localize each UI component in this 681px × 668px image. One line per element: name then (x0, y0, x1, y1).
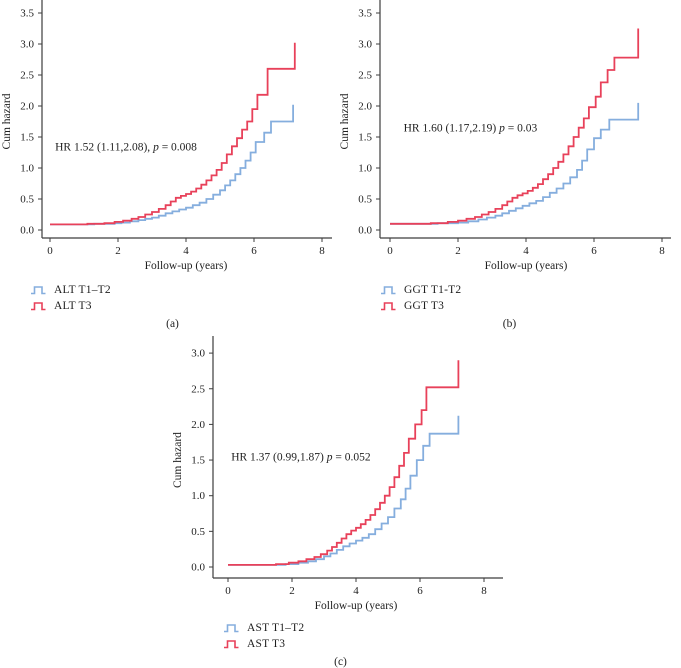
legend-item-t12: GGT T1-T2 (380, 282, 681, 297)
panel-a: 0.0 0.5 1.0 1.5 2.0 2.5 3.0 3.5 0 2 4 6 8 Follow-up (… (0, 0, 345, 333)
step-line-marker-icon (224, 623, 239, 632)
panel-b: 0.0 0.5 1.0 1.5 2.0 2.5 3.0 3.5 0 2 4 6 8 Follow-up (… (338, 0, 681, 333)
chart-a-legend: ALT T1–T2 ALT T3 (30, 282, 345, 313)
legend-item-t3: AST T3 (223, 636, 513, 651)
series-t3 (50, 42, 296, 226)
y-tick-label: 0.5 (20, 194, 34, 206)
y-tick-label: 3.0 (191, 348, 205, 360)
chart-a-figure: 0.0 0.5 1.0 1.5 2.0 2.5 3.0 3.5 0 2 4 6 8 Follow-up (… (1, 0, 332, 272)
y-tick-label: 0.5 (358, 194, 372, 206)
step-line-marker-icon (31, 301, 46, 310)
y-axis-title: Cum hazard (1, 93, 13, 149)
step-line-marker-icon (381, 301, 396, 310)
x-tick-label: 8 (659, 245, 665, 257)
series-t3 (390, 28, 640, 225)
x-tick-label: 2 (115, 245, 121, 257)
hr-annotation: HR 1.52 (1.11,2.08), p = 0.008 (55, 141, 197, 153)
x-tick-label: 4 (523, 245, 529, 257)
legend-label: GGT T1-T2 (404, 283, 462, 296)
x-tick-label: 0 (387, 245, 393, 257)
y-tick-label: 3.0 (20, 39, 34, 51)
y-tick-label: 1.0 (358, 163, 372, 175)
x-axis-title: Follow-up (years) (485, 260, 568, 272)
x-tick-label: 4 (183, 245, 189, 257)
y-tick-label: 1.5 (358, 132, 372, 144)
y-axis-title: Cum hazard (172, 432, 184, 488)
y-tick-label: 2.5 (358, 70, 372, 82)
y-tick-label: 0.0 (358, 225, 372, 237)
y-tick-label: 3.5 (358, 8, 372, 20)
y-tick-label: 3.5 (20, 8, 34, 20)
x-axis-title: Follow-up (years) (315, 600, 398, 612)
y-tick-label: 0.5 (191, 526, 205, 538)
x-tick-label: 6 (251, 245, 257, 257)
legend-label: ALT T1–T2 (54, 283, 111, 296)
chart-c-figure: 0.0 0.5 1.0 1.5 2.0 2.5 3.0 0 2 4 6 8 Follow-up (yea… (172, 336, 503, 612)
legend-label: AST T1–T2 (247, 621, 305, 634)
series-t12 (50, 104, 294, 226)
legend-item-t12: AST T1–T2 (223, 620, 513, 635)
y-tick-label: 0.0 (191, 562, 205, 574)
x-tick-label: 0 (225, 585, 231, 597)
hr-annotation: HR 1.60 (1.17,2.19) p = 0.03 (404, 123, 538, 135)
step-line-marker-icon (31, 285, 46, 294)
series-t3 (228, 360, 460, 566)
y-axis-title: Cum hazard (339, 93, 351, 149)
x-tick-label: 2 (455, 245, 461, 257)
y-tick-label: 2.0 (358, 101, 372, 113)
series-t12 (390, 102, 640, 225)
panel-caption: (b) (502, 318, 517, 330)
y-tick-label: 0.0 (20, 225, 34, 237)
step-line-marker-icon (224, 639, 239, 648)
y-tick-label: 2.0 (20, 101, 34, 113)
panel-caption: (c) (334, 656, 347, 668)
step-line-marker-icon (381, 285, 396, 294)
y-tick-label: 1.0 (191, 490, 205, 502)
legend-label: ALT T3 (54, 299, 92, 312)
y-tick-label: 2.0 (191, 419, 205, 431)
panel-c: 0.0 0.5 1.0 1.5 2.0 2.5 3.0 0 2 4 6 8 Follow-up (yea… (168, 332, 513, 668)
x-axis-title: Follow-up (years) (145, 260, 228, 272)
legend-label: AST T3 (247, 637, 286, 650)
x-tick-label: 2 (289, 585, 295, 597)
y-tick-label: 2.5 (191, 383, 205, 395)
legend-item-t3: GGT T3 (380, 298, 681, 313)
x-tick-label: 6 (417, 585, 423, 597)
series-t12 (228, 415, 460, 566)
y-tick-label: 1.0 (20, 163, 34, 175)
y-tick-label: 1.5 (191, 455, 205, 467)
panel-caption: (a) (166, 318, 179, 330)
chart-c-legend: AST T1–T2 AST T3 (223, 620, 513, 651)
legend-item-t3: ALT T3 (30, 298, 345, 313)
hr-annotation: HR 1.37 (0.99,1.87) p = 0.052 (231, 451, 371, 463)
y-tick-label: 2.5 (20, 70, 34, 82)
x-tick-label: 6 (591, 245, 597, 257)
chart-b-figure: 0.0 0.5 1.0 1.5 2.0 2.5 3.0 3.5 0 2 4 6 8 Follow-up (… (339, 0, 671, 272)
y-tick-label: 1.5 (20, 132, 34, 144)
legend-label: GGT T3 (404, 299, 445, 312)
x-tick-label: 8 (481, 585, 487, 597)
x-tick-label: 0 (47, 245, 53, 257)
y-tick-label: 3.0 (358, 39, 372, 51)
x-tick-label: 8 (319, 245, 325, 257)
chart-b-legend: GGT T1-T2 GGT T3 (380, 282, 681, 313)
x-tick-label: 4 (353, 585, 359, 597)
legend-item-t12: ALT T1–T2 (30, 282, 345, 297)
